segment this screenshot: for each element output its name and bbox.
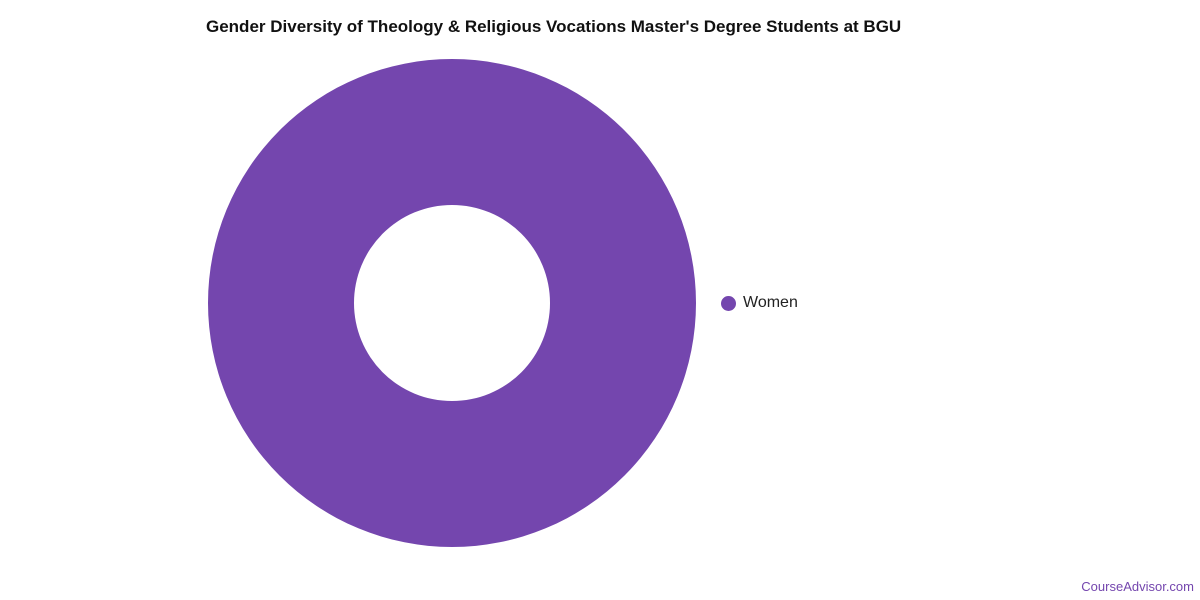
chart-title: Gender Diversity of Theology & Religious…	[206, 17, 902, 36]
legend-label: Women	[743, 294, 798, 311]
donut-slice-women	[208, 59, 696, 547]
legend-item[interactable]: Women	[721, 294, 798, 312]
watermark-link[interactable]: CourseAdvisor.com	[1081, 579, 1194, 594]
legend-dot-icon	[721, 295, 736, 311]
